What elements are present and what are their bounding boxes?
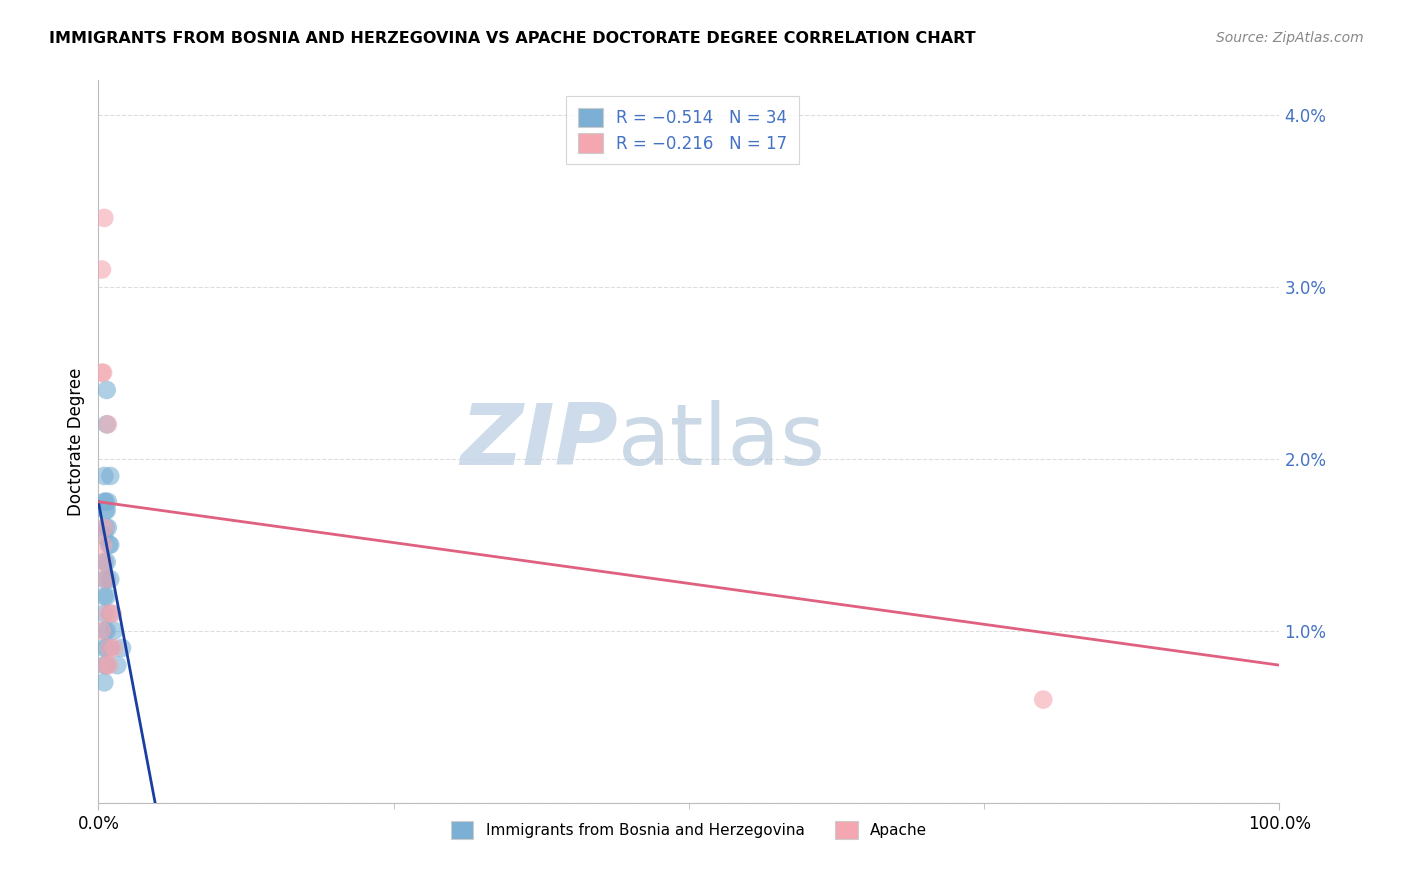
Point bbox=[96, 640, 118, 655]
Point bbox=[97, 520, 120, 534]
Point bbox=[91, 366, 114, 380]
Point bbox=[93, 624, 115, 638]
Text: ZIP: ZIP bbox=[460, 400, 619, 483]
Point bbox=[101, 607, 124, 621]
Point bbox=[93, 555, 115, 569]
Point bbox=[111, 640, 134, 655]
Point bbox=[98, 469, 121, 483]
Point bbox=[96, 555, 118, 569]
Point bbox=[1032, 692, 1054, 706]
Point bbox=[91, 555, 114, 569]
Point bbox=[93, 675, 115, 690]
Point bbox=[94, 503, 117, 517]
Point bbox=[103, 624, 125, 638]
Point bbox=[96, 658, 118, 673]
Point bbox=[93, 520, 115, 534]
Point bbox=[93, 469, 115, 483]
Point bbox=[94, 520, 117, 534]
Text: Source: ZipAtlas.com: Source: ZipAtlas.com bbox=[1216, 31, 1364, 45]
Point bbox=[98, 658, 121, 673]
Point bbox=[98, 607, 121, 621]
Point bbox=[93, 494, 115, 508]
Point bbox=[96, 624, 118, 638]
Point bbox=[96, 503, 118, 517]
Point bbox=[97, 494, 120, 508]
Point bbox=[91, 624, 114, 638]
Point bbox=[96, 572, 118, 586]
Point bbox=[91, 262, 114, 277]
Point bbox=[98, 572, 121, 586]
Point bbox=[98, 538, 121, 552]
Text: IMMIGRANTS FROM BOSNIA AND HERZEGOVINA VS APACHE DOCTORATE DEGREE CORRELATION CH: IMMIGRANTS FROM BOSNIA AND HERZEGOVINA V… bbox=[49, 31, 976, 46]
Point bbox=[98, 640, 121, 655]
Point bbox=[94, 572, 117, 586]
Legend: Immigrants from Bosnia and Herzegovina, Apache: Immigrants from Bosnia and Herzegovina, … bbox=[440, 810, 938, 849]
Point bbox=[93, 640, 115, 655]
Point bbox=[93, 658, 115, 673]
Point bbox=[96, 590, 118, 604]
Point bbox=[93, 529, 115, 543]
Point bbox=[97, 607, 120, 621]
Point bbox=[91, 366, 114, 380]
Text: atlas: atlas bbox=[619, 400, 827, 483]
Point bbox=[96, 417, 118, 432]
Point bbox=[97, 417, 120, 432]
Point bbox=[96, 383, 118, 397]
Point bbox=[93, 211, 115, 225]
Point bbox=[91, 538, 114, 552]
Point bbox=[93, 572, 115, 586]
Point bbox=[103, 640, 125, 655]
Point bbox=[105, 658, 128, 673]
Point bbox=[93, 590, 115, 604]
Y-axis label: Doctorate Degree: Doctorate Degree bbox=[66, 368, 84, 516]
Point bbox=[98, 538, 121, 552]
Point bbox=[93, 607, 115, 621]
Point bbox=[98, 640, 121, 655]
Point bbox=[94, 658, 117, 673]
Point bbox=[94, 494, 117, 508]
